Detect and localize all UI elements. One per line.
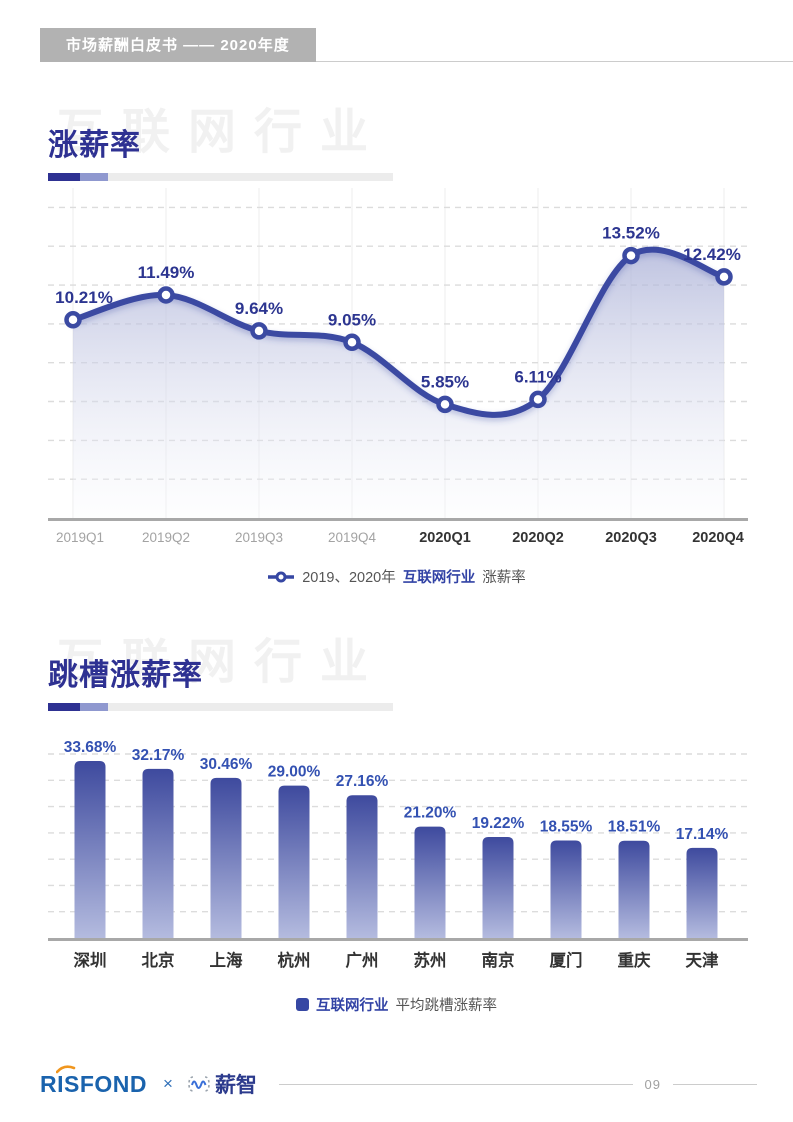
page-number: 09 [644, 1076, 661, 1092]
xinzhi-logo: 薪智 [187, 1069, 257, 1099]
svg-text:21.20%: 21.20% [404, 805, 457, 822]
legend-accent: 互联网行业 [402, 570, 476, 586]
underline-light-segment [108, 173, 393, 181]
svg-text:27.16%: 27.16% [336, 773, 389, 790]
footer-rule-right [673, 1083, 757, 1085]
risfond-wordmark: RISFOND [40, 1070, 147, 1097]
risfond-swoosh-icon [56, 1064, 76, 1073]
svg-text:厦门: 厦门 [550, 950, 583, 970]
svg-text:12.42%: 12.42% [683, 245, 741, 264]
watermark-text: 互联网行业 [56, 636, 387, 689]
line-series-icon [268, 571, 295, 582]
xinzhi-wordmark: 薪智 [214, 1074, 257, 1097]
bar-series-icon [296, 998, 309, 1011]
svg-text:19.22%: 19.22% [472, 815, 525, 832]
underline-dark-segment [48, 173, 80, 181]
section-title-job-hop: 跳槽涨薪率 [48, 659, 203, 692]
section-salary-raise: 互联网行业 涨薪率 [48, 92, 748, 181]
svg-text:2020Q4: 2020Q4 [692, 530, 744, 546]
svg-text:9.05%: 9.05% [328, 310, 376, 329]
svg-text:重庆: 重庆 [618, 950, 652, 970]
title-underline [48, 703, 393, 711]
svg-text:18.55%: 18.55% [540, 819, 593, 836]
svg-text:10.21%: 10.21% [55, 288, 113, 307]
page-footer: RISFOND × 薪智 09 [40, 1062, 757, 1106]
svg-text:5.85%: 5.85% [421, 372, 469, 391]
title-underline [48, 173, 393, 181]
svg-text:11.49%: 11.49% [138, 263, 195, 282]
legend-suffix: 涨薪率 [482, 570, 526, 586]
svg-text:杭州: 杭州 [278, 950, 311, 970]
svg-text:6.11%: 6.11% [514, 367, 561, 386]
page-header: 市场薪酬白皮书 —— 2020年度 [40, 28, 793, 62]
line-chart-legend: 2019、2020年 互联网行业 涨薪率 [0, 566, 793, 587]
svg-text:18.51%: 18.51% [608, 819, 661, 836]
svg-text:北京: 北京 [142, 950, 175, 970]
svg-text:2019Q3: 2019Q3 [235, 530, 283, 545]
cross-icon: × [163, 1074, 173, 1093]
svg-text:17.14%: 17.14% [676, 826, 729, 843]
section-job-hop-raise: 互联网行业 跳槽涨薪率 [48, 622, 748, 711]
legend-prefix: 2019、2020年 [302, 570, 396, 586]
svg-text:2019Q2: 2019Q2 [142, 530, 190, 545]
svg-text:广州: 广州 [346, 950, 379, 970]
underline-mid-segment [80, 703, 108, 711]
section-title-raise: 涨薪率 [48, 129, 141, 162]
job-hop-raise-bar-chart: 33.68% 32.17% 30.46% 29.00% 27.16% 21.20% 19.2… [48, 733, 748, 979]
svg-text:2020Q1: 2020Q1 [419, 530, 471, 546]
svg-text:2019Q1: 2019Q1 [56, 530, 104, 545]
svg-text:2020Q2: 2020Q2 [512, 530, 564, 546]
svg-text:苏州: 苏州 [414, 950, 447, 970]
underline-dark-segment [48, 703, 80, 711]
risfond-logo: RISFOND [40, 1064, 147, 1098]
watermark-text: 互联网行业 [56, 106, 387, 159]
svg-text:33.68%: 33.68% [64, 739, 117, 756]
bar-chart-legend: 互联网行业 平均跳槽涨薪率 [0, 994, 793, 1015]
underline-light-segment [108, 703, 393, 711]
salary-raise-line-chart: 10.21% 11.49% 9.64% 9.05% 5.85% 6.11% 13.52% 12… [48, 188, 748, 550]
svg-text:上海: 上海 [210, 950, 244, 970]
svg-text:南京: 南京 [482, 950, 515, 970]
svg-text:29.00%: 29.00% [268, 764, 321, 781]
legend-accent: 互联网行业 [316, 998, 389, 1014]
svg-text:2020Q3: 2020Q3 [605, 530, 657, 546]
svg-text:30.46%: 30.46% [200, 756, 253, 773]
wave-icon [188, 1076, 210, 1092]
svg-text:13.52%: 13.52% [602, 224, 660, 243]
header-badge: 市场薪酬白皮书 —— 2020年度 [40, 28, 316, 62]
header-rule [315, 61, 793, 62]
underline-mid-segment [80, 173, 108, 181]
svg-text:深圳: 深圳 [74, 950, 107, 970]
svg-text:天津: 天津 [686, 950, 720, 970]
legend-suffix: 平均跳槽涨薪率 [395, 998, 498, 1014]
svg-text:2019Q4: 2019Q4 [328, 530, 377, 545]
svg-text:9.64%: 9.64% [235, 299, 283, 318]
svg-text:32.17%: 32.17% [132, 747, 185, 764]
footer-rule-left [278, 1083, 633, 1085]
